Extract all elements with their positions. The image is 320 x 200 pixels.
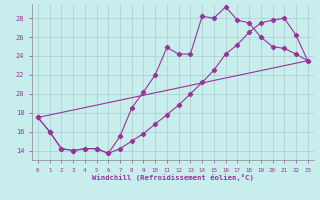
X-axis label: Windchill (Refroidissement éolien,°C): Windchill (Refroidissement éolien,°C) xyxy=(92,174,254,181)
